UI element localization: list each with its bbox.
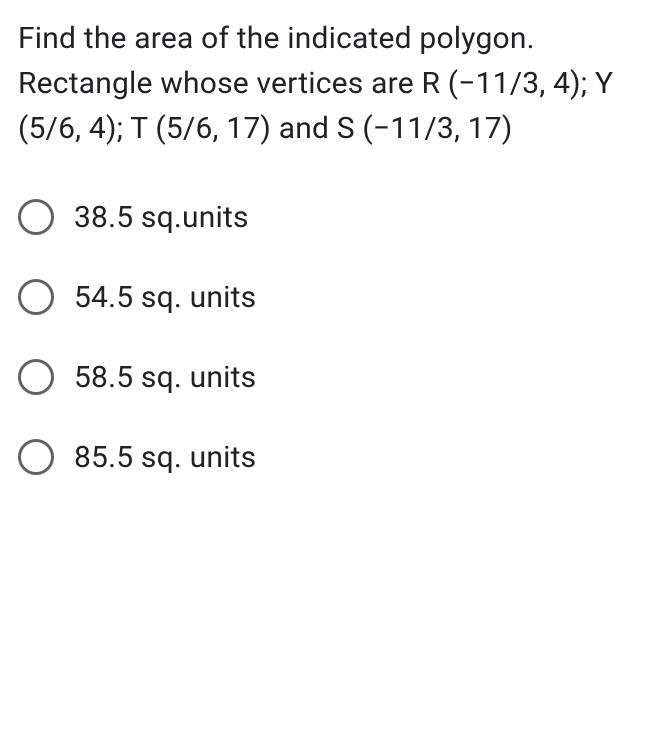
option-3[interactable]: 85.5 sq. units: [18, 439, 636, 475]
radio-icon: [18, 359, 54, 395]
option-1[interactable]: 54.5 sq. units: [18, 279, 636, 315]
option-label: 85.5 sq. units: [74, 440, 256, 475]
radio-icon: [18, 279, 54, 315]
radio-icon: [18, 439, 54, 475]
option-label: 54.5 sq. units: [74, 280, 256, 315]
option-2[interactable]: 58.5 sq. units: [18, 359, 636, 395]
options-list: 38.5 sq.units 54.5 sq. units 58.5 sq. un…: [18, 199, 636, 475]
option-label: 38.5 sq.units: [74, 200, 249, 235]
question-text: Find the area of the indicated polygon. …: [18, 16, 636, 151]
radio-icon: [18, 199, 54, 235]
option-label: 58.5 sq. units: [74, 360, 256, 395]
option-0[interactable]: 38.5 sq.units: [18, 199, 636, 235]
